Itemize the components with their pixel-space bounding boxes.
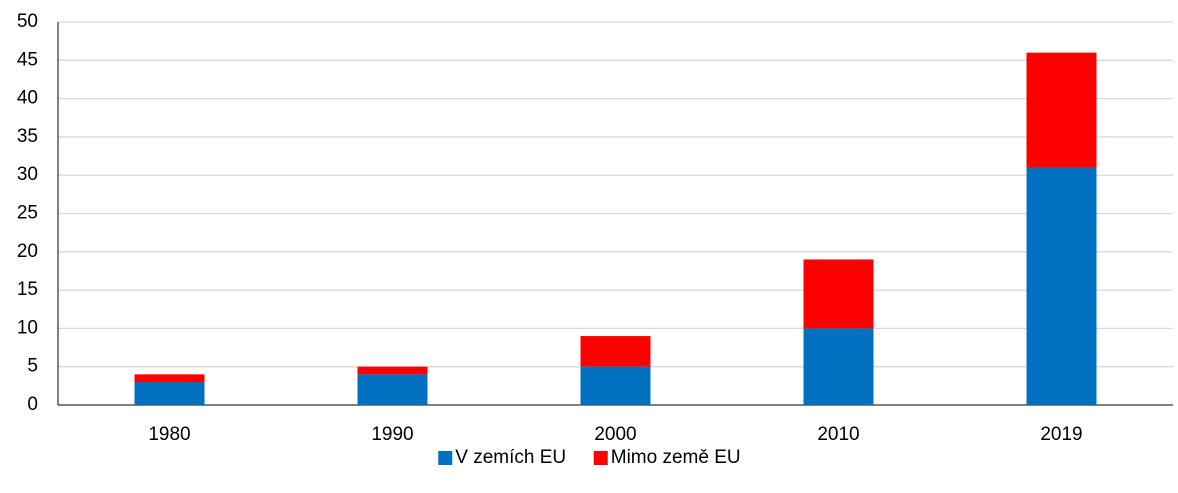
bar-segment: [357, 374, 428, 405]
bar-segment: [803, 328, 874, 405]
y-tick-label: 35: [17, 126, 38, 147]
bar-segment: [803, 259, 874, 329]
y-tick-label: 40: [17, 88, 38, 109]
bar-segment: [580, 366, 651, 405]
x-tick-label: 1980: [148, 424, 190, 445]
x-tick-label: 2000: [594, 424, 636, 445]
y-tick-label: 45: [17, 49, 38, 70]
y-tick-label: 5: [27, 356, 38, 377]
y-tick-label: 50: [17, 11, 38, 32]
legend-swatch: [438, 451, 453, 465]
y-tick-label: 0: [27, 394, 38, 415]
y-tick-label: 30: [17, 164, 38, 185]
bar-segment: [134, 382, 205, 405]
bar-segment: [1026, 167, 1097, 405]
bar-segment: [580, 336, 651, 367]
x-tick-label: 2019: [1040, 424, 1082, 445]
y-tick-label: 25: [17, 203, 38, 224]
x-tick-label: 2010: [817, 424, 859, 445]
bar-segment: [357, 366, 428, 375]
legend-label: V zemích EU: [455, 447, 566, 468]
legend-label: Mimo země EU: [611, 447, 741, 468]
x-tick-label: 1990: [371, 424, 413, 445]
y-tick-label: 10: [17, 317, 38, 338]
bar-segment: [1026, 52, 1097, 168]
bar-segment: [134, 374, 205, 383]
y-tick-label: 20: [17, 241, 38, 262]
legend-swatch: [593, 451, 608, 465]
y-tick-label: 15: [17, 279, 38, 300]
